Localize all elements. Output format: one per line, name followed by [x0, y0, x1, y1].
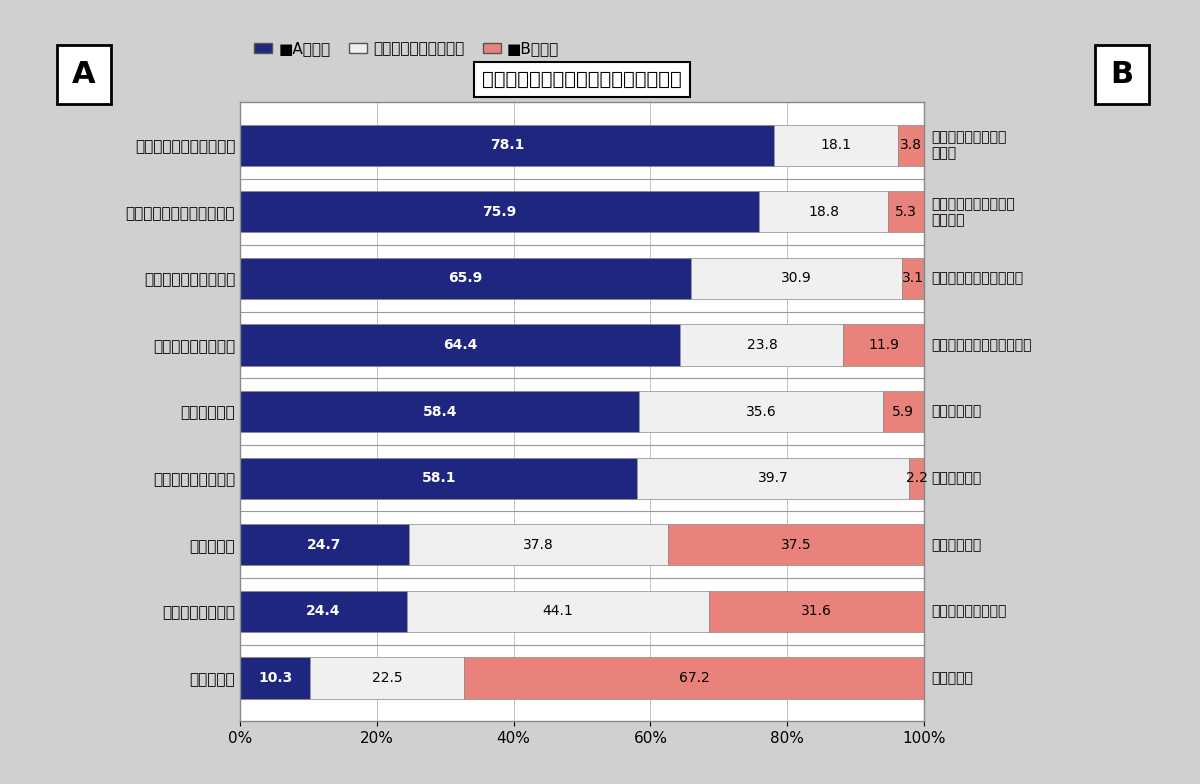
Text: 福利厚生が整っていない: 福利厚生が整っていない [931, 271, 1024, 285]
Bar [898, 125, 924, 166]
Bar [883, 391, 923, 432]
Text: 78.1: 78.1 [490, 138, 524, 152]
Text: 11.9: 11.9 [869, 338, 900, 352]
Text: B: B [1110, 60, 1134, 89]
Text: 67.2: 67.2 [679, 671, 709, 685]
Text: 24.7: 24.7 [307, 538, 342, 552]
Text: 3.8: 3.8 [900, 138, 922, 152]
Bar [902, 258, 923, 299]
Text: 64.4: 64.4 [443, 338, 478, 352]
Text: 30.9: 30.9 [781, 271, 812, 285]
Bar [908, 458, 924, 499]
Text: 5.3: 5.3 [895, 205, 917, 219]
Text: 58.1: 58.1 [421, 471, 456, 485]
Text: 18.8: 18.8 [808, 205, 839, 219]
Text: 44.1: 44.1 [542, 604, 574, 619]
Text: 技術力が低い: 技術力が低い [931, 405, 982, 419]
Text: 65.9: 65.9 [449, 271, 482, 285]
Text: 2.2: 2.2 [906, 471, 928, 485]
Bar [691, 258, 902, 299]
Bar [409, 524, 667, 565]
Bar [240, 591, 407, 632]
Bar [464, 657, 924, 699]
Text: 37.5: 37.5 [780, 538, 811, 552]
Text: 35.6: 35.6 [746, 405, 776, 419]
Text: 社員研修が充実して
いない: 社員研修が充実して いない [931, 130, 1007, 160]
Text: 昇進の機会が少ない: 昇進の機会が少ない [931, 604, 1007, 619]
Text: 22.5: 22.5 [372, 671, 403, 685]
Bar [667, 524, 924, 565]
Text: 18.1: 18.1 [821, 138, 852, 152]
Bar [240, 258, 691, 299]
Text: 39.7: 39.7 [758, 471, 788, 485]
Bar [240, 657, 311, 699]
Bar [240, 325, 680, 365]
Bar [640, 391, 883, 432]
Legend: ■Aに近い, 口どちらともいえない, ■Bに近い: ■Aに近い, 口どちらともいえない, ■Bに近い [247, 35, 565, 63]
Bar [407, 591, 708, 632]
Text: 75.9: 75.9 [482, 205, 517, 219]
Bar [680, 325, 844, 365]
Text: 24.4: 24.4 [306, 604, 341, 619]
Bar [240, 391, 640, 432]
Bar [888, 191, 924, 232]
Text: 休暇が少ない: 休暇が少ない [931, 538, 982, 552]
Text: 長時間労働: 長時間労働 [931, 671, 973, 685]
Text: 日本語力はあまり求め
られない: 日本語力はあまり求め られない [931, 197, 1015, 227]
Bar [240, 458, 637, 499]
Text: 5.9: 5.9 [892, 405, 914, 419]
Text: 23.8: 23.8 [746, 338, 778, 352]
Bar [708, 591, 925, 632]
Bar [240, 191, 760, 232]
Text: 3.1: 3.1 [901, 271, 924, 285]
Text: 能力・成果による賃金制度: 能力・成果による賃金制度 [931, 338, 1032, 352]
Text: 経営が不安定: 経営が不安定 [931, 471, 982, 485]
Text: 10.3: 10.3 [258, 671, 293, 685]
Text: 58.4: 58.4 [422, 405, 457, 419]
Bar [240, 125, 774, 166]
Bar [760, 191, 888, 232]
Bar [240, 524, 409, 565]
Bar [844, 325, 925, 365]
Title: 日本企業に対して抱いているイメージ: 日本企業に対して抱いているイメージ [482, 71, 682, 89]
Text: 31.6: 31.6 [802, 604, 832, 619]
Bar [637, 458, 908, 499]
Bar [311, 657, 464, 699]
Text: 37.8: 37.8 [523, 538, 553, 552]
Bar [774, 125, 898, 166]
Text: A: A [72, 60, 96, 89]
